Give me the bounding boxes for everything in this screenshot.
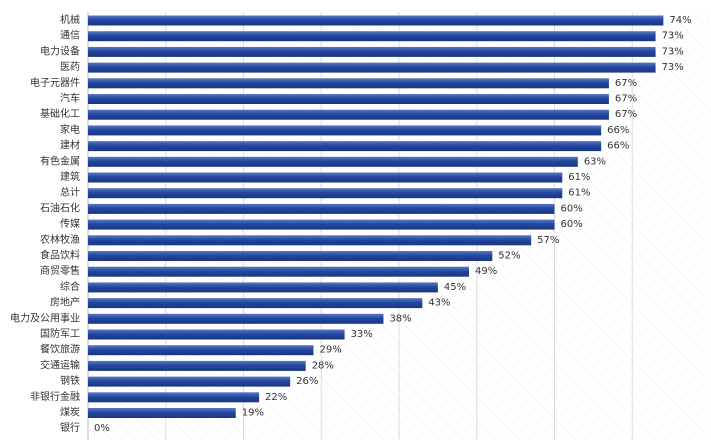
value-label: 66% (607, 125, 629, 136)
bar-2 (88, 46, 656, 57)
category-label: 建材 (60, 139, 80, 152)
value-label: 67% (615, 109, 637, 120)
category-label: 食品饮料 (40, 249, 80, 262)
value-label: 45% (444, 282, 466, 293)
value-label: 43% (428, 298, 450, 309)
category-label: 银行 (60, 421, 80, 434)
category-label: 传媒 (60, 218, 80, 230)
bar-19 (88, 313, 384, 324)
bar-13 (88, 219, 555, 230)
bar-9 (88, 156, 578, 167)
value-label: 73% (662, 46, 684, 57)
category-label: 电子元器件 (30, 76, 80, 89)
value-label: 61% (568, 172, 590, 183)
value-label: 52% (498, 251, 520, 262)
bar-3 (88, 62, 656, 73)
category-label: 建筑 (60, 170, 80, 183)
value-label: 26% (296, 376, 318, 387)
category-label: 煤炭 (60, 406, 80, 419)
bar-21 (88, 345, 314, 356)
value-label: 74% (669, 15, 691, 26)
value-label: 66% (607, 141, 629, 152)
value-label: 73% (662, 31, 684, 42)
category-label: 农林牧渔 (40, 233, 80, 246)
category-label: 房地产 (50, 296, 80, 309)
value-label: 49% (475, 266, 497, 277)
bar-23 (88, 376, 291, 387)
category-label: 基础化工 (40, 107, 80, 120)
category-label: 有色金属 (40, 154, 80, 167)
category-label: 石油石化 (40, 201, 80, 214)
bar-12 (88, 203, 555, 214)
value-labels: 74%73%73%73%67%67%67%66%66%63%61%61%60%6… (94, 15, 692, 434)
category-label: 家电 (60, 123, 80, 136)
category-label: 交通运输 (40, 358, 80, 371)
category-label: 总计 (60, 186, 80, 199)
bar-8 (88, 141, 602, 152)
bar-22 (88, 360, 306, 371)
value-label: 22% (265, 392, 287, 403)
value-label: 38% (389, 313, 411, 324)
bar-0 (88, 15, 664, 26)
category-label: 商贸零售 (40, 264, 80, 277)
value-label: 67% (615, 78, 637, 89)
category-label: 钢铁 (60, 374, 80, 387)
value-label: 57% (537, 235, 559, 246)
category-label: 电力及公用事业 (10, 311, 80, 324)
category-label: 汽车 (60, 92, 80, 105)
bar-25 (88, 408, 236, 418)
value-label: 61% (568, 188, 590, 199)
bar-5 (88, 94, 609, 104)
value-label: 73% (662, 62, 684, 73)
bars-group (88, 15, 664, 418)
category-label: 医药 (60, 61, 80, 73)
bar-17 (88, 282, 438, 293)
category-label: 餐饮旅游 (40, 343, 80, 356)
category-label: 机械 (60, 13, 80, 26)
bar-6 (88, 109, 609, 120)
bar-20 (88, 329, 345, 340)
value-label: 60% (561, 219, 583, 230)
value-label: 0% (94, 423, 110, 434)
bar-18 (88, 298, 423, 309)
category-label: 国防军工 (40, 327, 80, 340)
bar-4 (88, 78, 609, 89)
bar-16 (88, 266, 469, 277)
value-label: 28% (312, 360, 334, 371)
value-label: 29% (319, 345, 341, 356)
bar-1 (88, 31, 656, 42)
bar-14 (88, 235, 532, 246)
value-label: 19% (242, 408, 264, 419)
value-label: 60% (561, 203, 583, 214)
bar-10 (88, 172, 563, 183)
value-label: 63% (584, 156, 606, 167)
category-labels: 机械通信电力设备医药电子元器件汽车基础化工家电建材有色金属建筑总计石油石化传媒农… (10, 13, 80, 434)
category-label: 综合 (60, 280, 80, 293)
category-label: 电力设备 (40, 44, 80, 57)
bar-15 (88, 251, 493, 261)
bar-24 (88, 392, 260, 403)
category-label: 通信 (60, 30, 80, 42)
value-label: 33% (351, 329, 373, 340)
value-label: 67% (615, 94, 637, 105)
bar-7 (88, 125, 602, 136)
bar-11 (88, 188, 563, 199)
category-label: 非银行金融 (30, 390, 80, 403)
